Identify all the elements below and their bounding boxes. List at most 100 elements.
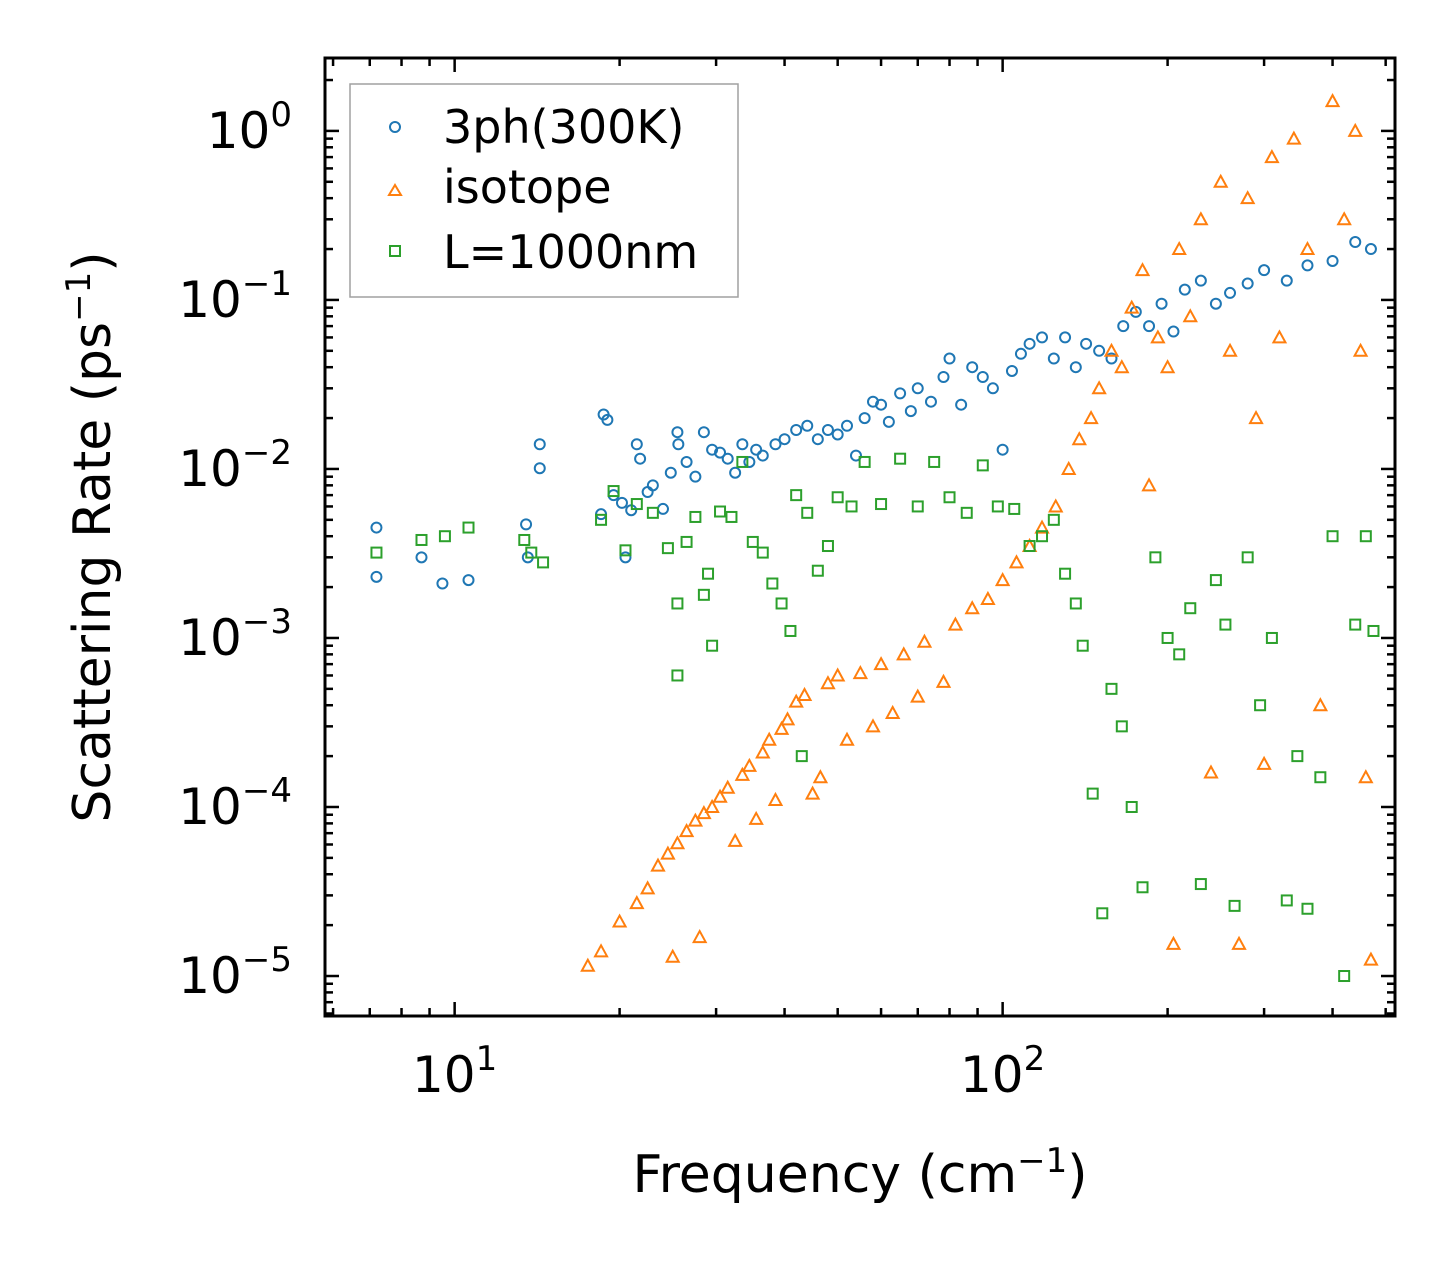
data-point: [593, 943, 609, 958]
data-point: [1194, 878, 1207, 891]
data-point: [1096, 907, 1109, 920]
legend-label-isotope: isotope: [443, 160, 612, 214]
data-point: [1155, 297, 1168, 310]
data-point: [706, 639, 719, 652]
y-axis-label: Scattering Rate (ps−1): [59, 251, 123, 822]
data-point: [916, 633, 933, 648]
data-point: [1324, 93, 1341, 108]
data-point: [736, 455, 749, 468]
data-point: [1173, 648, 1186, 661]
x-axis-label: Frequency (cm−1): [632, 1141, 1087, 1205]
data-point: [875, 498, 888, 511]
data-point: [1364, 243, 1377, 256]
data-point: [1241, 277, 1254, 290]
data-point: [1291, 750, 1304, 763]
data-point: [725, 510, 738, 523]
data-point: [669, 835, 686, 850]
data-point: [1059, 567, 1072, 580]
data-point: [788, 693, 804, 708]
data-point: [660, 845, 676, 860]
data-point: [1036, 530, 1049, 543]
data-point: [1301, 259, 1314, 272]
data-point: [884, 704, 901, 719]
data-point: [656, 502, 669, 515]
legend-box: [349, 83, 739, 298]
data-point: [811, 564, 824, 577]
data-point: [671, 669, 684, 682]
data-point: [1193, 211, 1209, 226]
data-point: [1008, 554, 1025, 569]
data-point: [1224, 286, 1237, 299]
data-point: [801, 419, 814, 432]
data-point: [678, 823, 695, 838]
data-point: [1367, 624, 1380, 637]
data-point: [858, 412, 871, 425]
data-point: [935, 673, 952, 688]
data-point: [852, 664, 869, 680]
data-point: [714, 505, 727, 518]
legend-marker-l1000: [389, 245, 401, 257]
data-point: [639, 880, 656, 895]
data-point: [630, 438, 643, 451]
data-point: [1352, 342, 1369, 357]
data-point: [704, 798, 720, 813]
data-point: [1347, 122, 1363, 137]
data-point: [911, 382, 924, 395]
data-point: [1143, 320, 1156, 333]
data-point: [976, 459, 989, 472]
data-point: [820, 675, 836, 690]
data-point: [804, 785, 821, 800]
data-point: [1248, 409, 1264, 425]
data-point: [580, 957, 596, 972]
data-point: [778, 433, 791, 446]
data-point: [687, 812, 704, 827]
data-point: [894, 452, 907, 465]
axis-ticks: [325, 58, 1395, 1016]
data-point: [664, 466, 677, 479]
data-point: [1124, 299, 1140, 314]
data-point: [370, 570, 383, 583]
data-point: [976, 370, 989, 383]
data-point: [1286, 130, 1302, 145]
data-point: [1069, 361, 1082, 374]
series-1: [580, 93, 1379, 972]
y-tick-label: 10−5: [178, 940, 292, 1005]
data-point: [911, 500, 924, 513]
data-point: [619, 544, 632, 557]
data-point: [689, 510, 702, 523]
data-point: [910, 688, 926, 703]
data-point: [980, 590, 996, 606]
tick-labels: 101 102 100 10−1 10−2 10−3 10−4 10−5: [178, 95, 1045, 1104]
data-point: [720, 779, 736, 794]
data-point: [1048, 498, 1064, 513]
y-tick-label: 10−1: [178, 264, 292, 329]
data-point: [756, 546, 769, 559]
data-point: [629, 895, 645, 910]
data-point: [706, 443, 719, 456]
data-point: [370, 521, 383, 534]
data-point: [1336, 211, 1352, 226]
data-point: [1150, 329, 1166, 344]
data-point: [1105, 352, 1118, 365]
data-point: [671, 426, 684, 439]
data-point: [1178, 283, 1191, 296]
y-tick-label: 10−3: [178, 602, 292, 667]
data-point: [1239, 190, 1256, 205]
data-point: [756, 449, 769, 462]
data-point: [702, 567, 715, 580]
data-point: [741, 757, 758, 772]
data-point: [839, 731, 855, 746]
data-point: [937, 370, 950, 383]
data-point: [1182, 308, 1198, 323]
data-point: [755, 744, 771, 759]
data-point: [520, 518, 533, 531]
data-point: [1326, 254, 1339, 267]
data-point: [646, 506, 659, 519]
data-point: [1209, 574, 1222, 587]
data-point: [1023, 337, 1036, 350]
data-point: [619, 551, 632, 564]
data-point: [943, 491, 956, 504]
data-point: [370, 546, 383, 559]
data-point: [858, 455, 871, 468]
